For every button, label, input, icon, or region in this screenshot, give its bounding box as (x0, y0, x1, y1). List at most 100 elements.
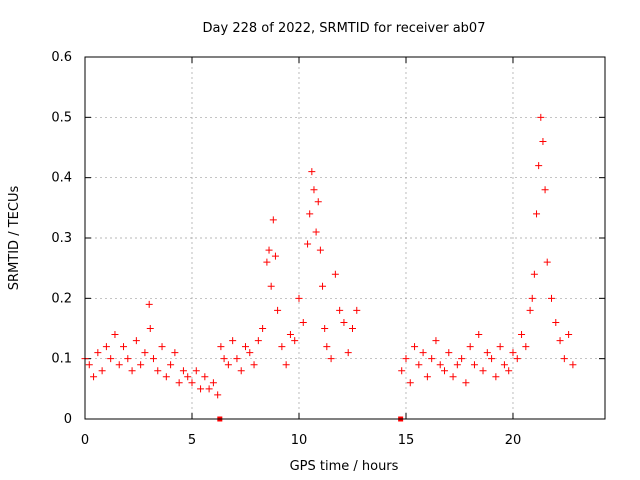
data-point-88 (462, 379, 470, 387)
data-point-26 (188, 379, 196, 387)
data-point-92 (479, 367, 487, 375)
data-point-49 (274, 306, 282, 314)
data-point-74 (402, 355, 410, 363)
data-point-66 (327, 355, 335, 363)
data-point-104 (528, 294, 536, 302)
data-point-89 (466, 343, 474, 351)
data-point-108 (537, 113, 545, 121)
data-point-98 (505, 367, 513, 375)
data-point-63 (319, 282, 327, 290)
data-point-111 (543, 258, 551, 266)
data-point-27 (192, 367, 200, 375)
y-tick-label-0.2: 0.2 (51, 291, 72, 306)
y-tick-label-0.6: 0.6 (51, 50, 72, 65)
data-point-71 (348, 325, 356, 332)
data-point-114 (556, 337, 564, 345)
x-tick-label-5: 5 (188, 433, 196, 448)
data-point-15 (145, 300, 153, 308)
data-point-57 (306, 210, 314, 218)
data-point-56 (304, 240, 312, 248)
data-point-9 (120, 343, 128, 351)
data-point-42 (254, 337, 262, 345)
data-point-21 (167, 361, 175, 369)
data-point-8 (115, 361, 123, 369)
data-point-44 (263, 258, 271, 266)
y-axis-label: SRMTID / TECUs (7, 186, 22, 291)
data-point-53 (291, 337, 299, 345)
data-point-93 (483, 349, 491, 357)
data-point-24 (179, 367, 187, 375)
data-point-84 (445, 349, 453, 357)
data-point-105 (530, 270, 538, 278)
data-point-41 (250, 361, 258, 369)
data-point-10 (124, 355, 132, 363)
data-point-5 (102, 343, 110, 351)
data-point-46 (267, 282, 275, 290)
data-point-117 (569, 361, 577, 369)
data-point-38 (237, 367, 245, 375)
data-point-101 (518, 331, 526, 339)
data-point-77 (415, 361, 423, 369)
data-point-12 (132, 337, 140, 345)
data-point-32 (214, 391, 222, 399)
data-point-28 (197, 385, 205, 393)
x-tick-label-15: 15 (398, 433, 415, 448)
data-point-43 (259, 325, 267, 332)
data-point-59 (310, 186, 318, 194)
data-point-7 (111, 331, 119, 339)
data-point-51 (282, 361, 290, 369)
plot-layer (81, 113, 577, 399)
data-point-76 (411, 343, 419, 351)
grid-layer (85, 57, 605, 419)
data-point-83 (441, 367, 449, 375)
data-point-58 (308, 168, 316, 176)
data-point-81 (432, 337, 440, 345)
data-point-19 (158, 343, 166, 351)
data-point-75 (406, 379, 414, 387)
y-tick-label-layer: 0 0.1 0.2 0.3 0.4 0.5 0.6 (51, 50, 72, 427)
data-point-37 (233, 355, 241, 363)
data-point-33 (217, 343, 225, 351)
data-point-95 (492, 373, 500, 381)
x-axis-label: GPS time / hours (290, 459, 399, 474)
data-point-78 (419, 349, 427, 357)
data-point-11 (128, 367, 136, 375)
data-point-50 (278, 343, 286, 351)
x-tick-label-layer: 0 5 10 15 20 (81, 433, 521, 448)
y-tick-label-0: 0 (64, 412, 72, 427)
data-point-94 (488, 355, 496, 363)
data-point-29 (201, 373, 209, 381)
data-point-107 (535, 162, 543, 170)
data-point-99 (509, 349, 517, 357)
data-point-13 (137, 361, 145, 369)
x-tick-label-20: 20 (505, 433, 522, 448)
data-point-70 (344, 349, 352, 357)
chart-title: Day 228 of 2022, SRMTID for receiver ab0… (203, 21, 486, 36)
data-point-86 (453, 361, 461, 369)
data-point-65 (323, 343, 331, 351)
data-point-90 (470, 361, 478, 369)
data-point-61 (314, 198, 322, 206)
y-tick-label-0.4: 0.4 (51, 171, 72, 186)
y-tick-label-0.3: 0.3 (51, 231, 72, 246)
data-point-67 (331, 270, 339, 278)
data-point-100 (513, 355, 521, 363)
data-point-68 (336, 306, 344, 314)
data-point-30 (205, 385, 213, 393)
data-point-80 (428, 355, 436, 363)
data-point-23 (175, 379, 183, 387)
data-point-82 (436, 361, 444, 369)
data-point-31 (209, 379, 217, 387)
data-point-85 (449, 373, 457, 381)
data-point-25 (184, 373, 192, 381)
data-point-14 (141, 349, 149, 357)
data-point-35 (224, 361, 232, 369)
data-point-69 (340, 318, 348, 326)
x-tick-label-10: 10 (291, 433, 308, 448)
data-point-6 (107, 355, 115, 363)
data-point-113 (552, 318, 560, 326)
data-point-20 (162, 373, 170, 381)
y-tick-label-0.5: 0.5 (51, 110, 72, 125)
data-point-97 (500, 361, 508, 369)
data-point-60 (312, 228, 320, 236)
